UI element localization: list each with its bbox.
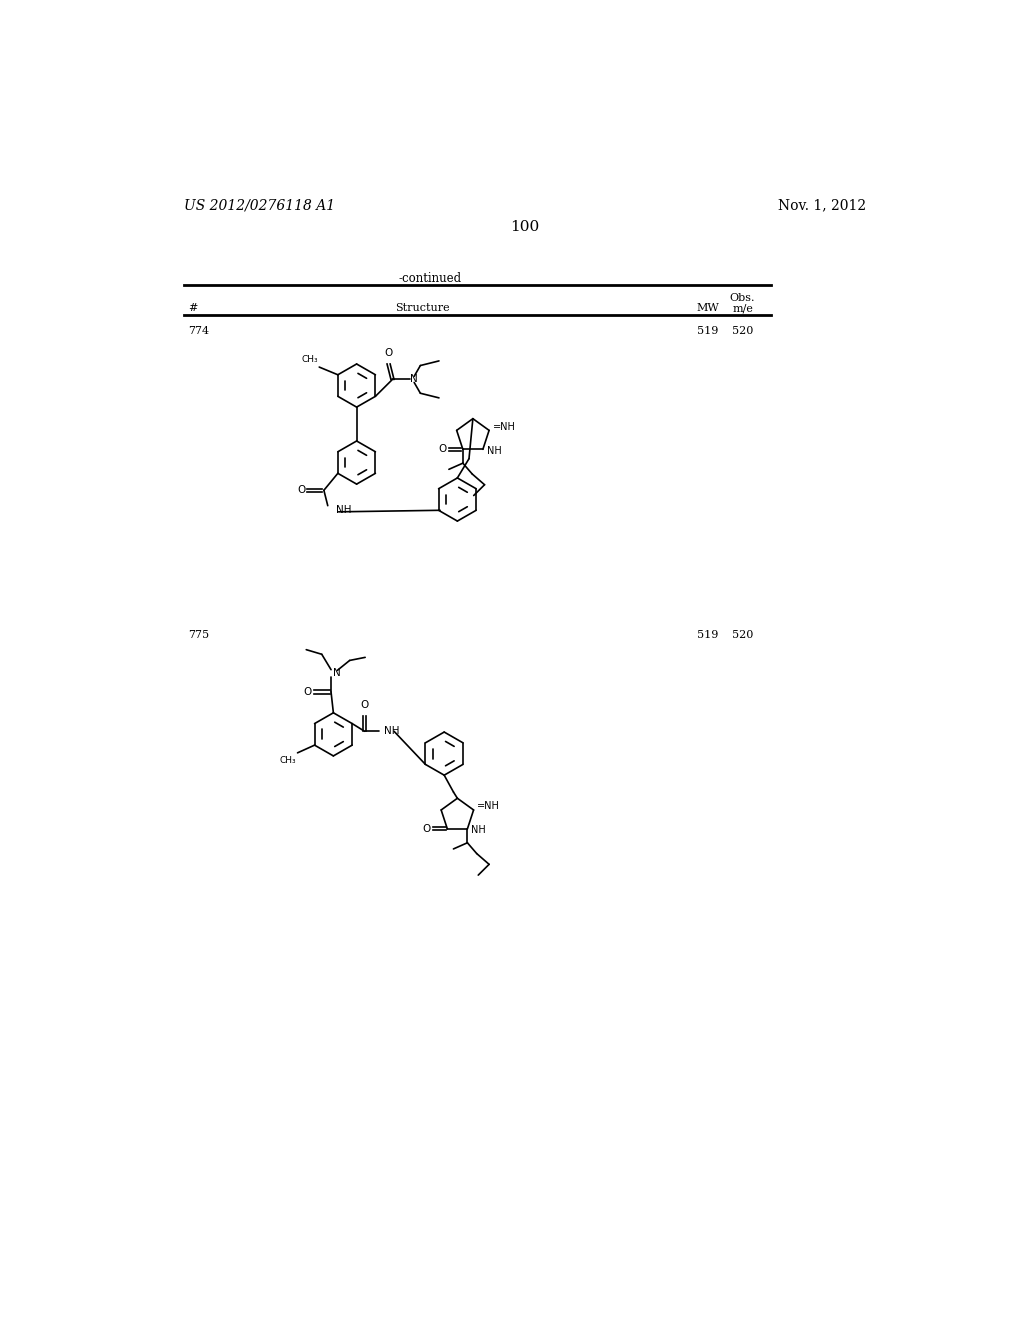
Text: 519: 519 — [697, 326, 719, 337]
Text: MW: MW — [696, 304, 719, 313]
Text: O: O — [360, 701, 369, 710]
Text: NH: NH — [336, 504, 351, 515]
Text: CH₃: CH₃ — [301, 355, 317, 364]
Text: N: N — [411, 374, 418, 384]
Text: Nov. 1, 2012: Nov. 1, 2012 — [777, 198, 866, 213]
Text: m/e: m/e — [732, 304, 753, 313]
Text: O: O — [303, 686, 311, 697]
Text: =NH: =NH — [493, 421, 516, 432]
Text: 520: 520 — [732, 630, 754, 640]
Text: N: N — [333, 668, 340, 677]
Text: Structure: Structure — [395, 304, 450, 313]
Text: NH: NH — [486, 446, 502, 455]
Text: NH: NH — [471, 825, 486, 836]
Text: CH₃: CH₃ — [280, 756, 296, 764]
Text: O: O — [423, 824, 431, 834]
Text: 520: 520 — [732, 326, 754, 337]
Text: 775: 775 — [188, 630, 210, 640]
Text: #: # — [188, 304, 198, 313]
Text: O: O — [297, 486, 305, 495]
Text: 100: 100 — [510, 220, 540, 234]
Text: O: O — [384, 348, 393, 358]
Text: -continued: -continued — [398, 272, 462, 285]
Text: Obs.: Obs. — [730, 293, 756, 304]
Text: 519: 519 — [697, 630, 719, 640]
Text: =NH: =NH — [477, 801, 501, 810]
Text: O: O — [438, 445, 446, 454]
Text: US 2012/0276118 A1: US 2012/0276118 A1 — [183, 198, 335, 213]
Text: NH: NH — [384, 726, 399, 737]
Text: 774: 774 — [188, 326, 210, 337]
